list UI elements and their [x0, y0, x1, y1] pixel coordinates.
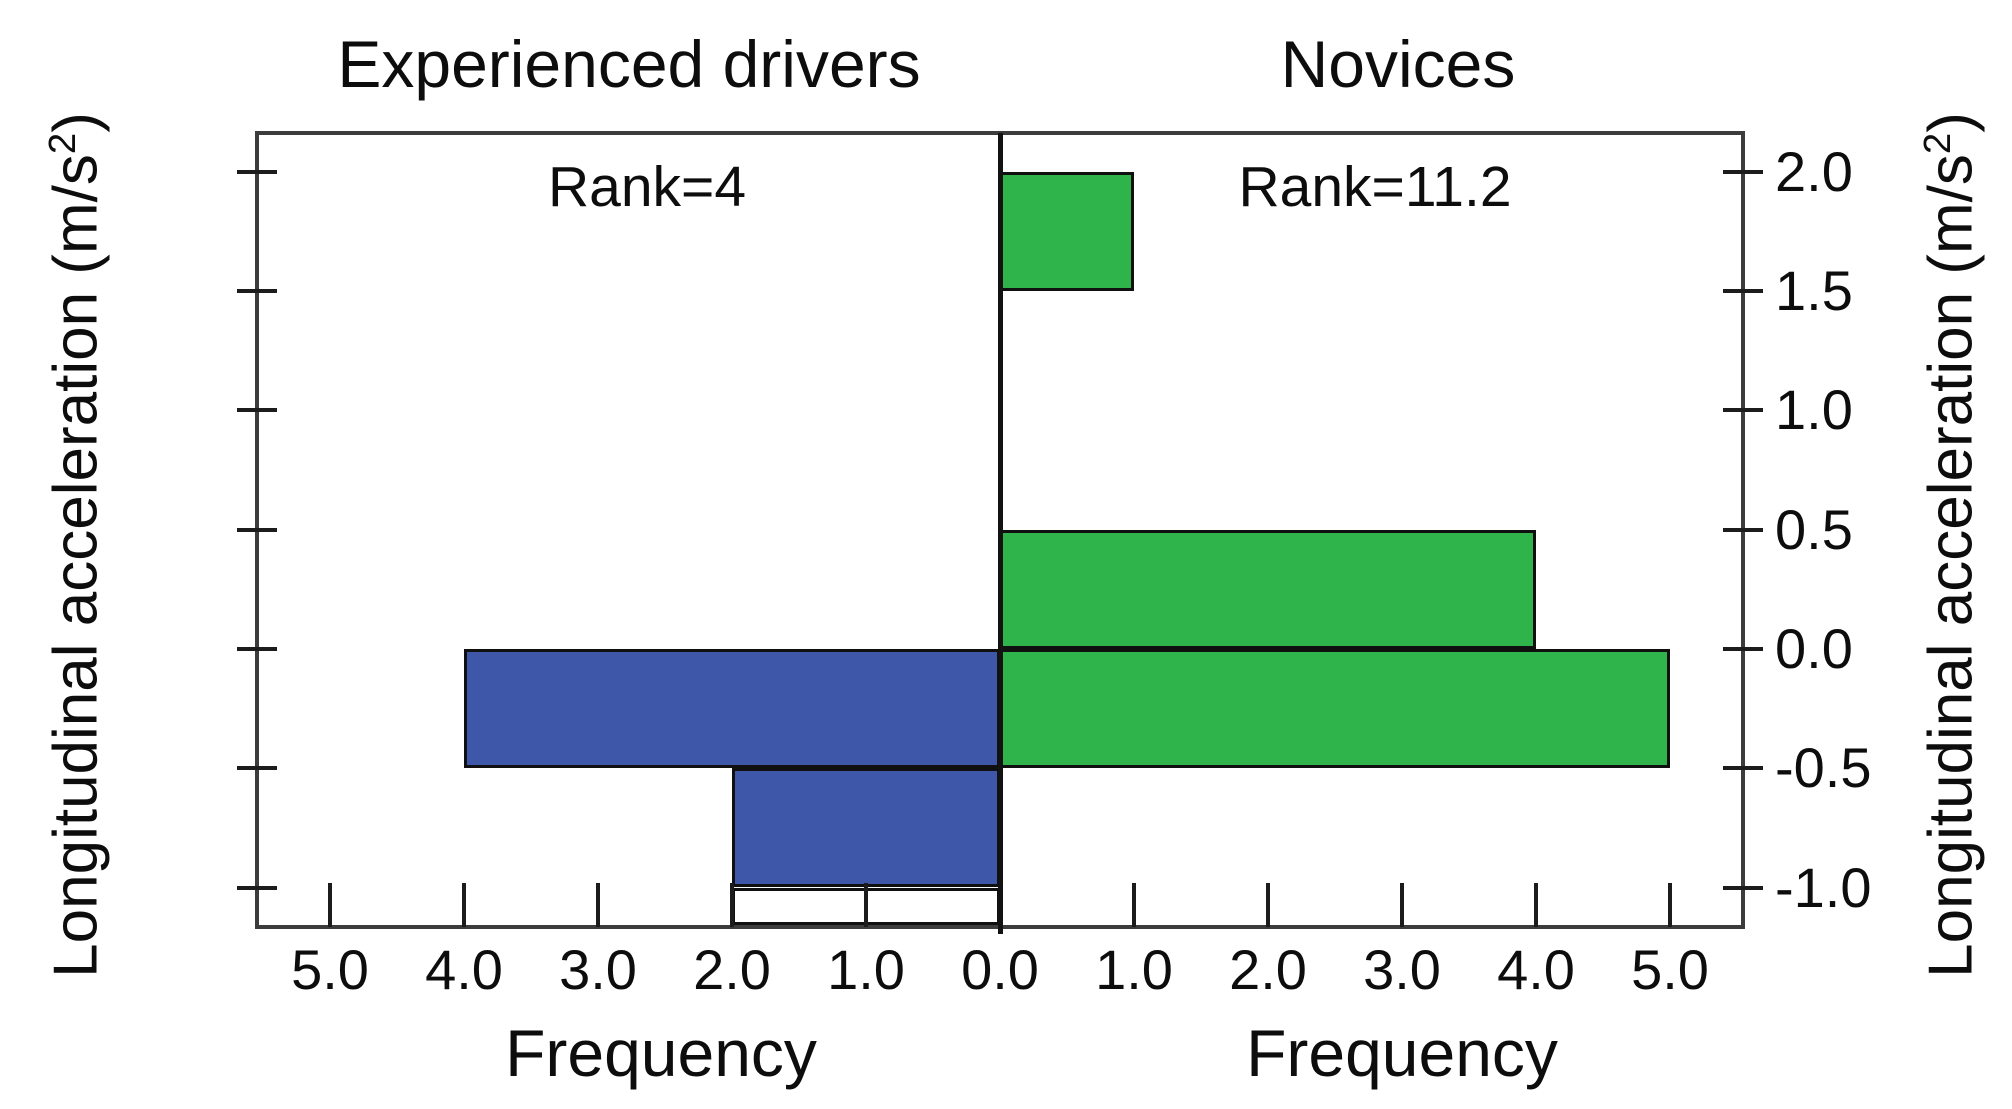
x-axis-tick-left [596, 883, 600, 927]
x-axis-tick-right [1400, 883, 1404, 927]
x-axis-tick-right [1668, 883, 1672, 927]
y-axis-tick-right [1723, 170, 1763, 174]
bar-left [732, 768, 1000, 887]
right-x-axis-title: Frequency [1246, 1016, 1558, 1090]
x-tick-label-center: 0.0 [961, 938, 1039, 1001]
y-axis-tick-left [237, 528, 277, 532]
left-x-axis-title: Frequency [505, 1016, 817, 1090]
y-axis-title-superscript: 2 [1916, 132, 1959, 155]
y-axis-tick-right [1723, 289, 1763, 293]
bar-right [1000, 649, 1670, 768]
y-axis-tick-right [1723, 647, 1763, 651]
y-axis-tick-left [237, 170, 277, 174]
bar-left [464, 649, 1000, 768]
y-tick-label-right: 1.5 [1775, 259, 1853, 322]
y-tick-label-right: -0.5 [1775, 736, 1872, 799]
x-tick-label-right: 5.0 [1631, 938, 1709, 1001]
y-axis-tick-left [237, 408, 277, 412]
y-axis-title-text: Longitudinal acceleration (m/s [1916, 154, 1986, 978]
x-tick-label-left: 5.0 [291, 938, 369, 1001]
y-axis-tick-right [1723, 408, 1763, 412]
right-y-axis-title: Longitudinal acceleration (m/s2) [1900, 65, 1986, 1025]
x-tick-label-left: 2.0 [693, 938, 771, 1001]
y-axis-tick-left [237, 647, 277, 651]
y-tick-label-right: 1.0 [1775, 378, 1853, 441]
x-tick-label-left: 1.0 [827, 938, 905, 1001]
x-tick-label-right: 4.0 [1497, 938, 1575, 1001]
x-axis-tick-right [1534, 883, 1538, 927]
y-tick-label-right: 0.0 [1775, 617, 1853, 680]
y-axis-title-text: Longitudinal acceleration (m/s [41, 154, 111, 978]
left-panel-title: Experienced drivers [337, 27, 921, 101]
y-tick-label-right: -1.0 [1775, 856, 1872, 919]
x-axis-tick-right [1266, 883, 1270, 927]
y-axis-title-close-paren: ) [41, 112, 111, 133]
right-rank-annotation: Rank=11.2 [1238, 155, 1512, 219]
x-axis-tick-right [1132, 883, 1136, 927]
x-axis-tick-left [864, 883, 868, 927]
y-tick-label-right: 2.0 [1775, 140, 1853, 203]
x-axis-tick-left [328, 883, 332, 927]
left-y-axis-title: Longitudinal acceleration (m/s2) [25, 65, 111, 1025]
x-tick-label-left: 3.0 [559, 938, 637, 1001]
y-axis-tick-left [237, 289, 277, 293]
y-tick-label-right: 0.5 [1775, 498, 1853, 561]
y-axis-tick-left [237, 766, 277, 770]
x-axis-tick-left [462, 883, 466, 927]
x-tick-label-right: 3.0 [1363, 938, 1441, 1001]
y-axis-tick-right [1723, 886, 1763, 890]
y-axis-tick-right [1723, 528, 1763, 532]
y-axis-tick-right [1723, 766, 1763, 770]
bar-right [1000, 530, 1536, 649]
y-axis-title-superscript: 2 [41, 132, 84, 155]
y-axis-title-close-paren: ) [1916, 112, 1986, 133]
x-axis-tick-left [730, 883, 734, 927]
x-tick-label-right: 1.0 [1095, 938, 1173, 1001]
x-tick-label-left: 4.0 [425, 938, 503, 1001]
y-axis-tick-left [237, 886, 277, 890]
center-axis-line [998, 133, 1003, 934]
right-panel-title: Novices [1280, 27, 1516, 101]
bar-right [1000, 172, 1134, 291]
left-rank-annotation: Rank=4 [547, 155, 747, 219]
x-tick-label-right: 2.0 [1229, 938, 1307, 1001]
